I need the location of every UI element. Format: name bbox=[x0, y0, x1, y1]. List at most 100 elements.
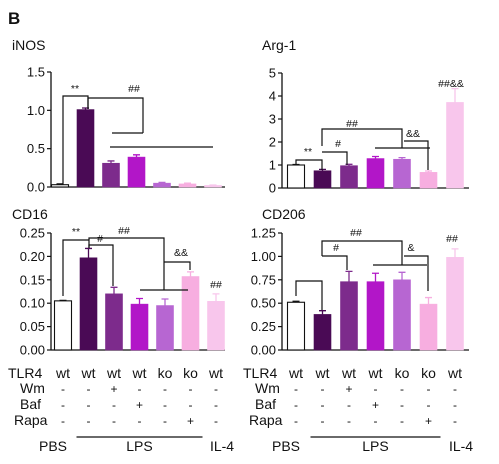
bar bbox=[366, 281, 385, 351]
condition-value: - bbox=[214, 398, 218, 412]
chart-title: iNOS bbox=[12, 37, 45, 53]
significance-label: && bbox=[174, 247, 188, 259]
bar bbox=[79, 257, 98, 351]
condition-label: Baf bbox=[255, 396, 276, 412]
significance-bracket bbox=[404, 140, 429, 170]
significance-bracket bbox=[88, 244, 114, 286]
group-label: LPS bbox=[362, 438, 388, 454]
error-bar bbox=[319, 310, 326, 315]
y-tick-label: 1 bbox=[269, 158, 276, 173]
significance-label: & bbox=[407, 242, 414, 254]
significance-label: # bbox=[97, 233, 103, 245]
condition-value: - bbox=[294, 398, 298, 412]
condition-value: + bbox=[372, 398, 379, 412]
significance-label: && bbox=[406, 128, 420, 140]
bar bbox=[127, 156, 146, 188]
condition-value: - bbox=[189, 398, 193, 412]
condition-value: + bbox=[425, 414, 432, 428]
condition-value: wt bbox=[288, 365, 303, 381]
error-bar bbox=[425, 170, 432, 173]
group-label: PBS bbox=[272, 438, 300, 454]
bar bbox=[156, 305, 174, 351]
y-tick-label: 0.25 bbox=[20, 226, 45, 241]
condition-value: - bbox=[189, 382, 193, 396]
bar bbox=[419, 303, 438, 351]
error-bar bbox=[158, 181, 166, 184]
condition-value: ko bbox=[421, 365, 436, 381]
condition-label: TLR4 bbox=[243, 365, 277, 381]
error-bar bbox=[372, 272, 379, 282]
error-bar bbox=[85, 247, 92, 258]
condition-value: - bbox=[163, 414, 167, 428]
significance-bracket bbox=[404, 255, 429, 291]
condition-value: - bbox=[294, 382, 298, 396]
significance-bracket bbox=[322, 255, 348, 270]
significance-label: ## bbox=[350, 227, 362, 239]
condition-label: Wm bbox=[255, 380, 280, 396]
condition-value: wt bbox=[341, 365, 356, 381]
error-bar bbox=[451, 248, 459, 258]
condition-value: wt bbox=[106, 365, 121, 381]
y-tick-label: 0.25 bbox=[251, 319, 276, 334]
error-bar bbox=[110, 286, 118, 294]
error-bar bbox=[451, 87, 459, 103]
error-bar bbox=[136, 297, 143, 305]
y-tick-label: 0.75 bbox=[251, 272, 276, 287]
bar bbox=[286, 164, 306, 189]
condition-value: - bbox=[400, 414, 404, 428]
y-tick-label: 0.20 bbox=[20, 249, 45, 264]
significance-label: ## bbox=[210, 279, 222, 291]
bar bbox=[446, 102, 464, 189]
condition-value: wt bbox=[315, 365, 330, 381]
condition-value: - bbox=[61, 414, 65, 428]
bar bbox=[153, 182, 171, 188]
condition-value: - bbox=[427, 382, 431, 396]
condition-value: + bbox=[136, 398, 143, 412]
significance-label: ## bbox=[446, 233, 458, 245]
bar bbox=[393, 279, 411, 351]
error-bar bbox=[372, 155, 379, 159]
error-bar bbox=[56, 183, 64, 185]
condition-value: - bbox=[163, 398, 167, 412]
y-tick-label: 0.05 bbox=[20, 319, 45, 334]
significance-bracket bbox=[62, 239, 90, 296]
bar bbox=[105, 293, 123, 351]
y-tick-label: 3 bbox=[269, 112, 276, 127]
condition-value: - bbox=[374, 414, 378, 428]
condition-value: - bbox=[163, 382, 167, 396]
y-tick-label: 0.00 bbox=[20, 343, 45, 358]
condition-value: ko bbox=[158, 365, 173, 381]
y-tick-label: 4 bbox=[269, 89, 276, 104]
significance-label: ** bbox=[304, 146, 312, 158]
condition-value: - bbox=[347, 414, 351, 428]
condition-value: wt bbox=[55, 365, 70, 381]
condition-value: wt bbox=[81, 365, 96, 381]
condition-value: - bbox=[374, 382, 378, 396]
y-tick-label: 0.5 bbox=[27, 141, 45, 156]
bar bbox=[446, 257, 464, 351]
bar bbox=[393, 158, 411, 189]
condition-value: - bbox=[321, 382, 325, 396]
condition-value: + bbox=[110, 382, 117, 396]
condition-value: - bbox=[400, 398, 404, 412]
error-bar bbox=[398, 156, 406, 160]
bar bbox=[102, 162, 120, 188]
significance-label: ** bbox=[71, 83, 79, 95]
condition-label: Rapa bbox=[249, 412, 283, 428]
condition-value: - bbox=[453, 382, 457, 396]
group-label: PBS bbox=[39, 438, 67, 454]
significance-bracket bbox=[295, 280, 323, 310]
error-bar bbox=[292, 300, 300, 303]
condition-value: wt bbox=[447, 365, 462, 381]
condition-value: - bbox=[61, 382, 65, 396]
significance-bracket bbox=[321, 128, 430, 149]
condition-label: TLR4 bbox=[8, 365, 42, 381]
condition-value: - bbox=[112, 398, 116, 412]
significance-label: ## bbox=[346, 118, 358, 130]
